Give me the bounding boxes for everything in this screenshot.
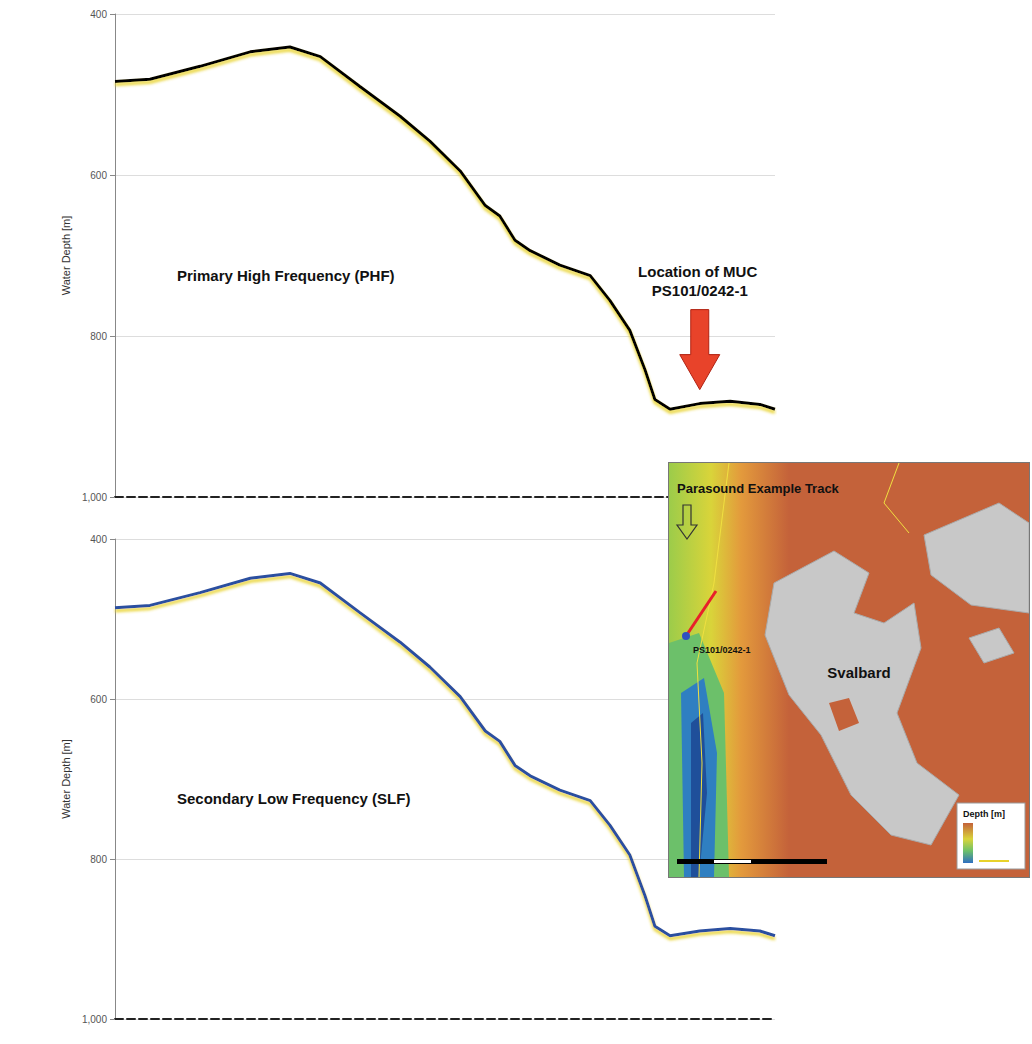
svg-text:Water Depth [m]: Water Depth [m] — [60, 739, 72, 819]
svg-text:1,000: 1,000 — [82, 1014, 107, 1025]
svg-text:PS101/0242-1: PS101/0242-1 — [693, 645, 751, 655]
svg-text:Primary High Frequency (PHF): Primary High Frequency (PHF) — [177, 267, 395, 284]
svg-text:800: 800 — [90, 331, 107, 342]
svg-text:Secondary Low Frequency (SLF): Secondary Low Frequency (SLF) — [177, 790, 410, 807]
svg-text:Svalbard: Svalbard — [827, 664, 890, 681]
svg-text:Parasound Example Track: Parasound Example Track — [677, 481, 840, 496]
svg-text:400: 400 — [90, 9, 107, 20]
svg-text:600: 600 — [90, 170, 107, 181]
svg-text:1,000: 1,000 — [82, 492, 107, 503]
svg-text:400: 400 — [90, 534, 107, 545]
svg-text:Water Depth [m]: Water Depth [m] — [60, 216, 72, 296]
svg-text:Location of MUC: Location of MUC — [638, 263, 761, 280]
svg-text:600: 600 — [90, 694, 107, 705]
svg-text:800: 800 — [90, 854, 107, 865]
svg-text:Depth [m]: Depth [m] — [963, 809, 1005, 819]
svg-text:PS101/0242-1: PS101/0242-1 — [652, 282, 748, 299]
